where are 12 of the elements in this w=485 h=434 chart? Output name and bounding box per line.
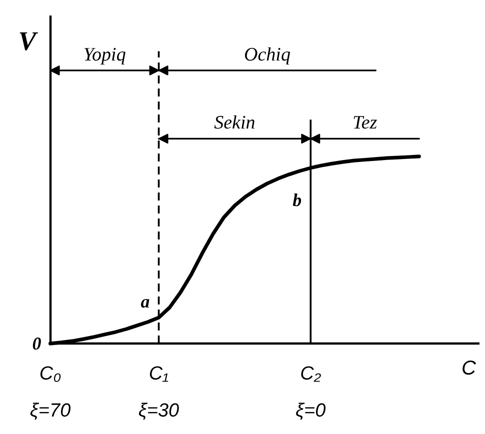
x-tick-label: C₀ ξ=70 [30, 364, 72, 422]
annotation: b [292, 190, 302, 210]
series-label: Sekin [214, 112, 256, 134]
series-label: Yopiq [83, 44, 126, 66]
annotation: 0 [32, 334, 42, 354]
series-label: Tez [352, 112, 378, 134]
series-label: Ochiq [244, 44, 291, 66]
x-tick-label: C₁ ξ=30 [138, 364, 180, 422]
y-axis-title: V [18, 26, 38, 56]
x-tick-label: C₂ ξ=0 [296, 364, 326, 422]
x-axis-title: C [462, 358, 477, 380]
annotation: a [140, 292, 150, 312]
